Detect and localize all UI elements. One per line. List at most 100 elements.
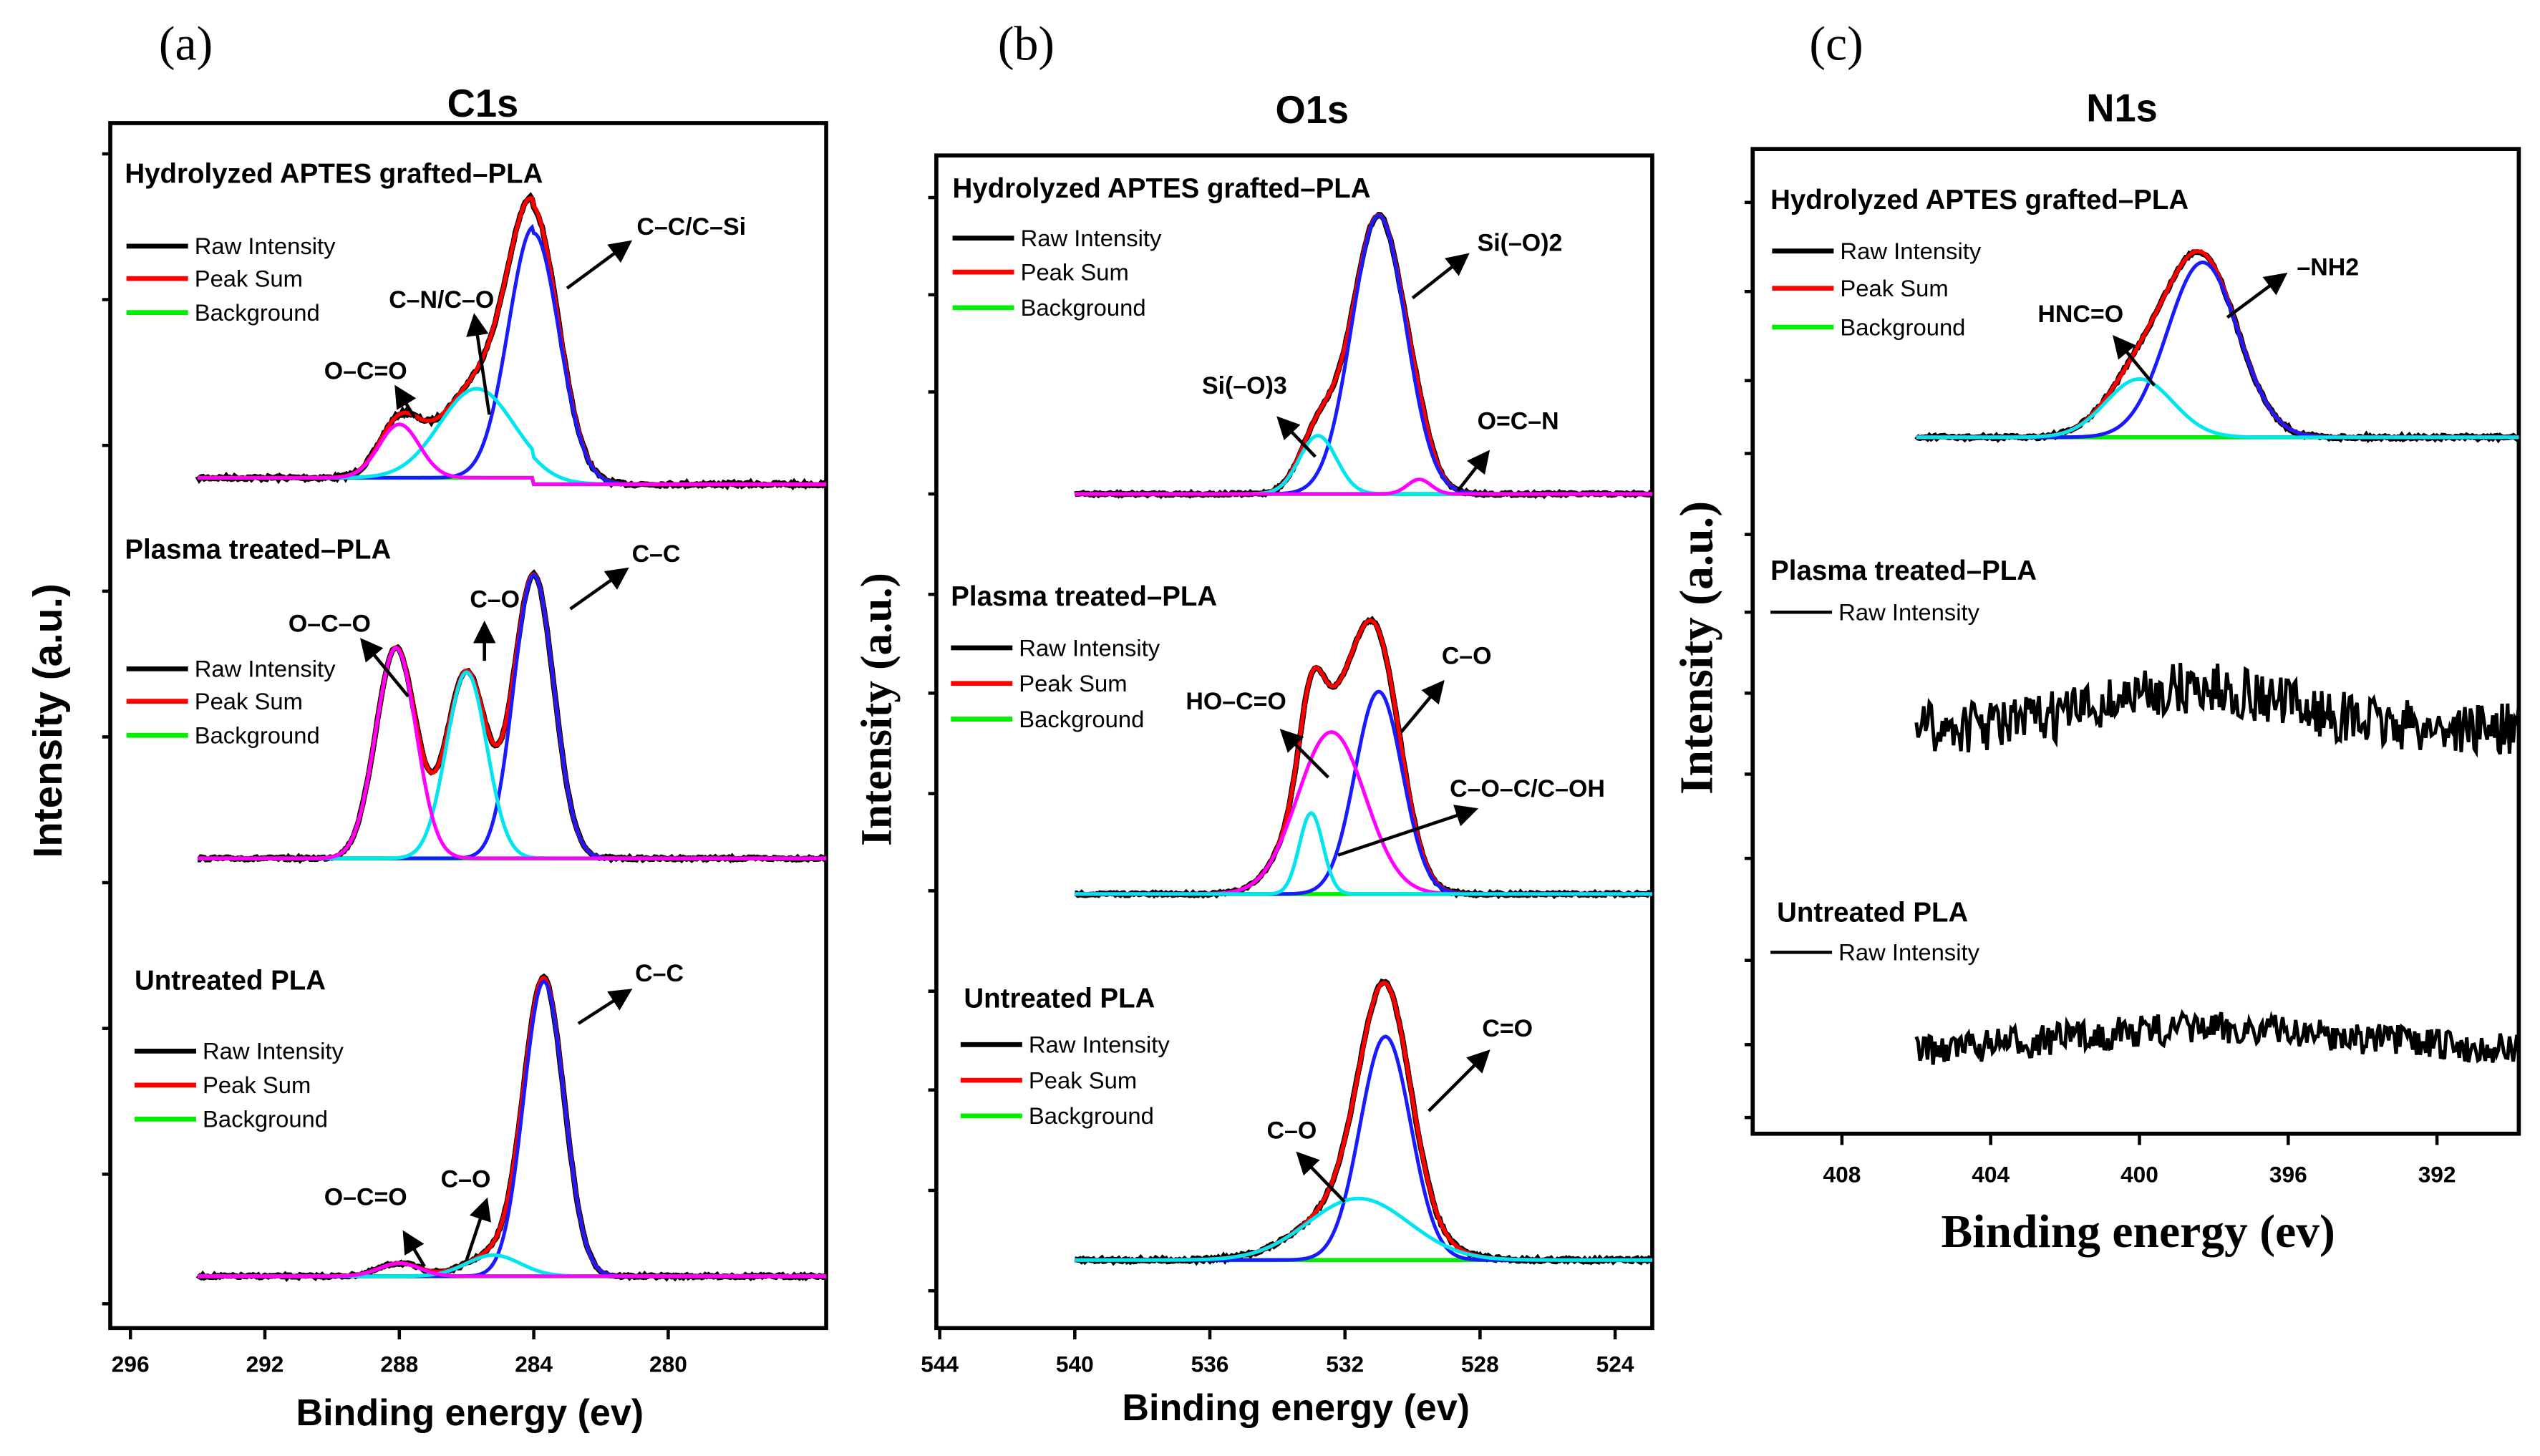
- spectrum: Raw Intensity Peak Sum Background: [1772, 238, 2521, 444]
- legend-label: Background: [195, 722, 320, 748]
- peak-label: C–C: [632, 540, 681, 568]
- plot-frame: [934, 153, 1654, 1331]
- spectrum-title: Plasma treated–PLA: [125, 535, 391, 566]
- peak-label: C–O: [441, 1165, 491, 1193]
- peak-sum-curve: [1075, 618, 1652, 896]
- spectrum-title: Untreated PLA: [1777, 897, 1968, 928]
- legend-label: Raw Intensity: [1838, 599, 1979, 626]
- legend-label: Peak Sum: [1840, 275, 1948, 301]
- component-peak-curve: [1916, 261, 2519, 440]
- legend-label: Background: [1840, 314, 1965, 340]
- panel-b-ylabel: Intensity (a.u.): [853, 573, 901, 846]
- spectrum-title: Plasma treated–PLA: [951, 581, 1217, 612]
- peak-label: Si(–O)3: [1202, 372, 1287, 399]
- legend-label: Raw Intensity: [1029, 1032, 1170, 1058]
- panel-c-xlabel: Binding energy (ev): [1942, 1206, 2335, 1258]
- component-peak-curve: [1075, 213, 1652, 496]
- spectrum-title: Hydrolyzed APTES grafted–PLA: [953, 173, 1371, 204]
- x-tick-label: 524: [1596, 1351, 1634, 1377]
- x-tick-label: 540: [1056, 1351, 1094, 1377]
- spectrum: Raw Intensity Peak Sum Background: [960, 978, 1653, 1266]
- peak-label: O–C=O: [324, 1183, 407, 1210]
- x-tick-label: 296: [112, 1351, 150, 1377]
- x-tick-label: 408: [1823, 1162, 1861, 1188]
- legend-label: Raw Intensity: [195, 656, 336, 682]
- peak-label: O–C=O: [324, 357, 407, 384]
- component-peak-curve: [1075, 811, 1652, 896]
- peak-label: C–N/C–O: [389, 286, 494, 314]
- spectrum: Raw Intensity Peak Sum Background: [126, 569, 828, 864]
- component-peak-curve: [198, 1261, 827, 1278]
- spectrum: Raw Intensity Peak Sum Background: [952, 211, 1653, 500]
- peak-label: Si(–O)2: [1478, 230, 1563, 257]
- peak-label: C=O: [1482, 1015, 1533, 1042]
- x-tick-label: 396: [2269, 1162, 2307, 1188]
- x-tick-label: 404: [1972, 1162, 2010, 1188]
- legend-label: Raw Intensity: [195, 233, 336, 259]
- spectrum: Raw Intensity Peak Sum Background: [951, 616, 1653, 900]
- spectrum-title: Untreated PLA: [964, 983, 1155, 1014]
- x-tick-label: 392: [2418, 1162, 2456, 1188]
- peak-label: –NH2: [2297, 254, 2359, 281]
- legend-label: Background: [195, 299, 320, 326]
- peak-label: C–O: [470, 586, 520, 613]
- legend-label: Background: [1019, 706, 1144, 732]
- legend-label: Peak Sum: [195, 265, 303, 291]
- x-tick-label: 532: [1326, 1351, 1364, 1377]
- raw-intensity-curve: [1074, 616, 1653, 900]
- legend-label: Raw Intensity: [1838, 939, 1979, 966]
- legend-label: Peak Sum: [1021, 258, 1129, 285]
- panel-a-title: C1s: [447, 82, 519, 125]
- legend-label: Peak Sum: [1019, 670, 1127, 697]
- legend-label: Peak Sum: [1029, 1067, 1137, 1093]
- peak-sum-curve: [1075, 980, 1652, 1263]
- peak-label: C–O: [1266, 1117, 1317, 1145]
- x-tick-label: 528: [1461, 1351, 1499, 1377]
- spectrum: Raw Intensity: [1770, 599, 2521, 758]
- component-peak-curve: [1075, 434, 1652, 496]
- component-peak-curve: [1075, 477, 1652, 496]
- panel-a-xlabel: Binding energy (ev): [296, 1392, 644, 1434]
- peak-label: C–C/C–Si: [636, 213, 746, 241]
- panel-o1s: 544 540 536 532 528 524 Raw Intensity Peak Sum B…: [921, 153, 1654, 1377]
- panel-c-ylabel: Intensity (a.u.): [1672, 501, 1723, 795]
- spectrum: Raw Intensity Peak Sum Background: [126, 192, 827, 491]
- component-peak-curve: [1075, 1196, 1652, 1262]
- panel-n1s: 408 404 400 396 392 Raw Intensity Peak Sum Back…: [1744, 147, 2521, 1188]
- legend-label: Raw Intensity: [203, 1038, 344, 1064]
- peak-label: C–O: [1442, 643, 1492, 670]
- panel-c1s: 296 292 288 284 280 Raw Intensity Peak Sum Back…: [102, 121, 828, 1377]
- spectrum-title: Hydrolyzed APTES grafted–PLA: [1770, 185, 2188, 215]
- spectrum-title: Hydrolyzed APTES grafted–PLA: [125, 159, 543, 190]
- panel-letter-a: (a): [159, 17, 213, 71]
- raw-intensity-curve: [1074, 978, 1653, 1266]
- legend-label: Peak Sum: [195, 688, 303, 714]
- peak-label: C–C: [635, 960, 684, 987]
- plot-frame: [108, 121, 828, 1331]
- legend-label: Raw Intensity: [1840, 238, 1981, 264]
- legend-label: Background: [203, 1106, 328, 1132]
- spectrum-title: Plasma treated–PLA: [1770, 555, 2037, 586]
- peak-label: C–O–C/C–OH: [1450, 775, 1605, 802]
- x-tick-label: 280: [649, 1351, 687, 1377]
- x-tick-label: 400: [2120, 1162, 2158, 1188]
- spectrum: Raw Intensity Peak Sum Background: [134, 973, 828, 1282]
- peak-label: O–C–O: [289, 610, 371, 637]
- component-peak-curve: [1916, 377, 2519, 440]
- x-tick-label: 544: [921, 1351, 959, 1377]
- panel-letter-b: (b): [998, 17, 1055, 71]
- legend-label: Background: [1029, 1102, 1154, 1129]
- spectrum: Raw Intensity: [1770, 939, 2521, 1065]
- component-peak-curve: [198, 422, 827, 486]
- x-tick-label: 536: [1191, 1351, 1229, 1377]
- legend-label: Peak Sum: [203, 1072, 311, 1098]
- plot-frame: [1750, 147, 2521, 1136]
- spectrum-title: Untreated PLA: [135, 965, 326, 996]
- raw-intensity-curve: [1914, 662, 2521, 758]
- peak-label: O=C–N: [1478, 408, 1559, 435]
- component-peak-curve: [198, 387, 827, 486]
- legend-label: Raw Intensity: [1019, 634, 1160, 661]
- panel-b-xlabel: Binding energy (ev): [1122, 1387, 1470, 1429]
- component-peak-curve: [198, 646, 827, 860]
